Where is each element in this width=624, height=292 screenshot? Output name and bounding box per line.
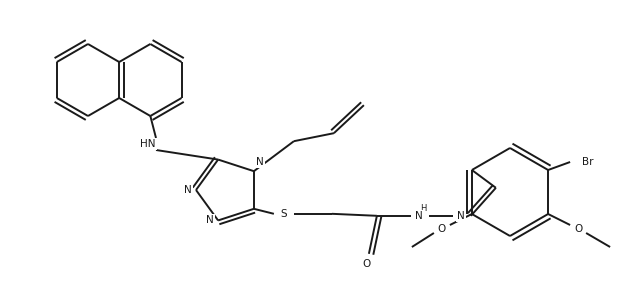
- Text: S: S: [281, 209, 287, 219]
- Text: N: N: [415, 211, 423, 221]
- Text: Br: Br: [582, 157, 594, 167]
- Text: O: O: [438, 224, 446, 234]
- Text: N: N: [457, 211, 465, 221]
- Text: N: N: [207, 215, 214, 225]
- Text: HN: HN: [140, 139, 156, 149]
- Text: H: H: [420, 204, 426, 213]
- Text: O: O: [574, 224, 582, 234]
- Text: O: O: [363, 259, 371, 269]
- Text: N: N: [184, 185, 192, 195]
- Text: N: N: [256, 157, 263, 167]
